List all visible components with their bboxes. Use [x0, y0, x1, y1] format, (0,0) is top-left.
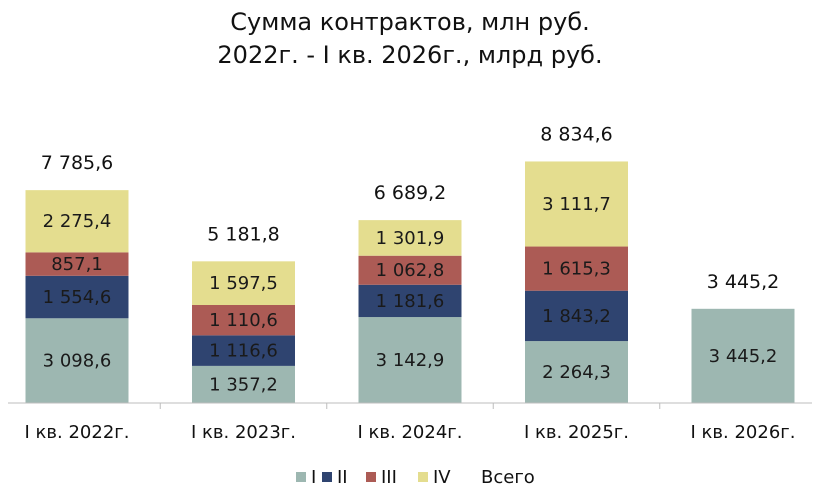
segment-value-label: 1 062,8 — [376, 260, 445, 281]
x-tick-label: I кв. 2024г. — [358, 422, 463, 443]
bar-segment-3-series-1 — [358, 317, 462, 403]
bar-segment-1-series-4 — [25, 190, 129, 253]
bar-segment-2-series-2 — [192, 335, 295, 366]
legend-swatch — [366, 472, 376, 482]
x-tick-label: I кв. 2025г. — [524, 422, 629, 443]
segment-value-label: 1 110,6 — [209, 310, 278, 331]
legend-label-total: Всего — [481, 467, 535, 488]
segment-value-label: 3 142,9 — [376, 350, 445, 371]
bar-segment-4-series-2 — [525, 290, 628, 342]
segment-value-label: 1 554,6 — [43, 287, 112, 308]
bar-segment-2-series-4 — [192, 261, 295, 306]
bar-segment-4-series-1 — [525, 341, 628, 403]
bar-segment-5-series-1 — [691, 308, 795, 403]
segment-value-label: 857,1 — [51, 254, 103, 275]
total-value-label: 5 181,8 — [207, 223, 280, 245]
segment-value-label: 1 615,3 — [542, 259, 611, 280]
segment-value-label: 1 181,6 — [376, 291, 445, 312]
legend: I II III IV Всего — [296, 467, 535, 488]
legend-swatch — [418, 472, 428, 482]
legend-label: IV — [433, 467, 451, 488]
bar-segment-2-series-3 — [192, 305, 295, 336]
segment-value-label: 1 116,6 — [209, 341, 278, 362]
x-tick-label: I кв. 2022г. — [25, 422, 130, 443]
legend-swatch — [322, 472, 332, 482]
total-value-label: 3 445,2 — [707, 271, 780, 293]
bar-segment-3-series-4 — [358, 220, 462, 256]
legend-label: III — [381, 467, 397, 488]
bar-segment-3-series-3 — [358, 255, 462, 285]
segment-value-label: 3 111,7 — [542, 194, 611, 215]
legend-label: I — [311, 467, 316, 488]
bar-segment-1-series-1 — [25, 318, 129, 403]
chart-title-line-1: Сумма контрактов, млн руб. — [230, 8, 590, 36]
legend-label: II — [337, 467, 348, 488]
legend-swatch — [296, 472, 306, 482]
segment-value-label: 2 275,4 — [43, 211, 112, 232]
bar-segment-4-series-3 — [525, 246, 628, 291]
chart-title-line-2: 2022г. - I кв. 2026г., млрд руб. — [217, 41, 602, 69]
x-tick-label: I кв. 2023г. — [191, 422, 296, 443]
bars-layer: 3 098,6 1 554,6 857,1 2 275,4 7 785,6 1 357,2… — [25, 123, 795, 403]
total-value-label: 6 689,2 — [374, 182, 447, 204]
segment-value-label: 1 597,5 — [209, 273, 278, 294]
total-value-label: 8 834,6 — [540, 123, 613, 145]
segment-value-label: 1 301,9 — [376, 228, 445, 249]
total-value-label: 7 785,6 — [41, 152, 114, 174]
bar-segment-2-series-1 — [192, 365, 295, 403]
bar-segment-1-series-2 — [25, 275, 129, 319]
bar-segment-3-series-2 — [358, 284, 462, 318]
segment-value-label: 3 445,2 — [709, 346, 778, 367]
bar-segment-4-series-4 — [525, 161, 628, 247]
segment-value-label: 1 843,2 — [542, 306, 611, 327]
segment-value-label: 1 357,2 — [209, 374, 278, 395]
segment-value-label: 3 098,6 — [43, 351, 112, 372]
x-axis-ticks: I кв. 2022г. I кв. 2023г. I кв. 2024г. I кв… — [25, 403, 796, 443]
bar-segment-1-series-3 — [25, 252, 129, 276]
x-tick-label: I кв. 2026г. — [691, 422, 796, 443]
segment-value-label: 2 264,3 — [542, 362, 611, 383]
